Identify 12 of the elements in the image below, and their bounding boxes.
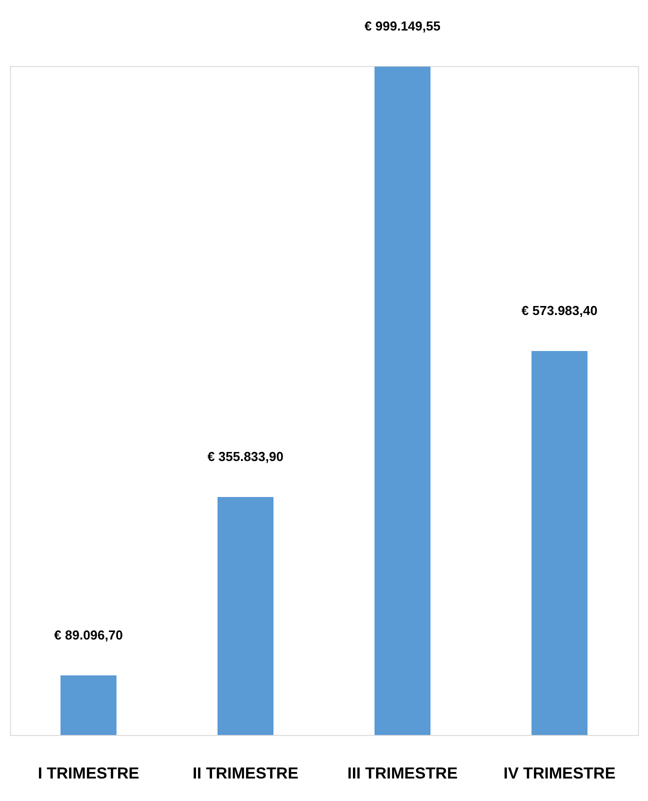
data-label: € 999.149,55 [364, 18, 440, 34]
bar [532, 351, 588, 735]
bar [218, 496, 274, 735]
data-label: € 573.983,40 [522, 303, 598, 318]
data-label: € 89.096,70 [54, 627, 123, 642]
bar [374, 66, 430, 735]
bar [60, 675, 116, 735]
x-tick-label: IV TRIMESTRE [503, 766, 616, 782]
x-tick-label: III TRIMESTRE [347, 766, 458, 782]
x-tick-label: II TRIMESTRE [192, 766, 299, 782]
data-label: € 355.833,90 [208, 448, 284, 464]
x-tick-label: I TRIMESTRE [38, 766, 140, 782]
